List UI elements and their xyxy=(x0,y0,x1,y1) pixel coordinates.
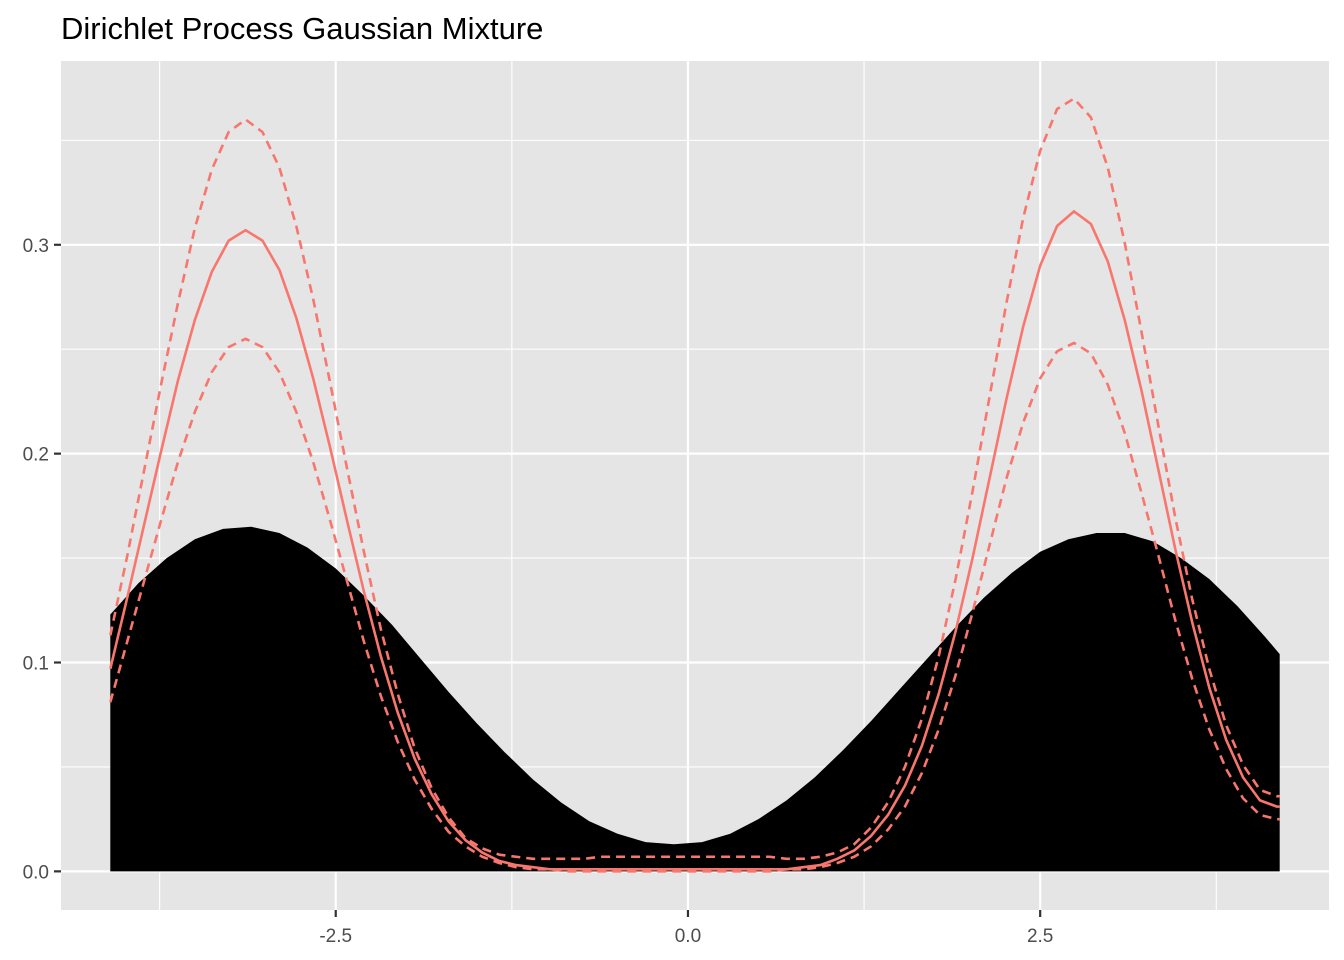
chart-title: Dirichlet Process Gaussian Mixture xyxy=(61,11,543,46)
y-tick-label: 0.2 xyxy=(23,445,49,466)
solid-line xyxy=(109,210,1280,871)
y-tick-label: 0.1 xyxy=(23,654,49,675)
y-tick-label: 0.3 xyxy=(23,236,49,257)
dashed-band-line-3 xyxy=(109,337,1280,873)
axis-ticks xyxy=(54,243,1042,917)
dashed-band-line-2 xyxy=(109,97,1280,861)
y-tick-label: 0.0 xyxy=(23,862,49,883)
data-marks xyxy=(109,97,1280,873)
x-tick-label: -2.5 xyxy=(319,926,352,947)
x-tick-label: 0.0 xyxy=(675,926,701,947)
x-tick-label: 2.5 xyxy=(1027,926,1053,947)
density-area xyxy=(110,526,1280,872)
axis-tick-labels: -2.5 0.0 2.5 0.0 0.1 0.2 0.3 xyxy=(23,236,1054,947)
